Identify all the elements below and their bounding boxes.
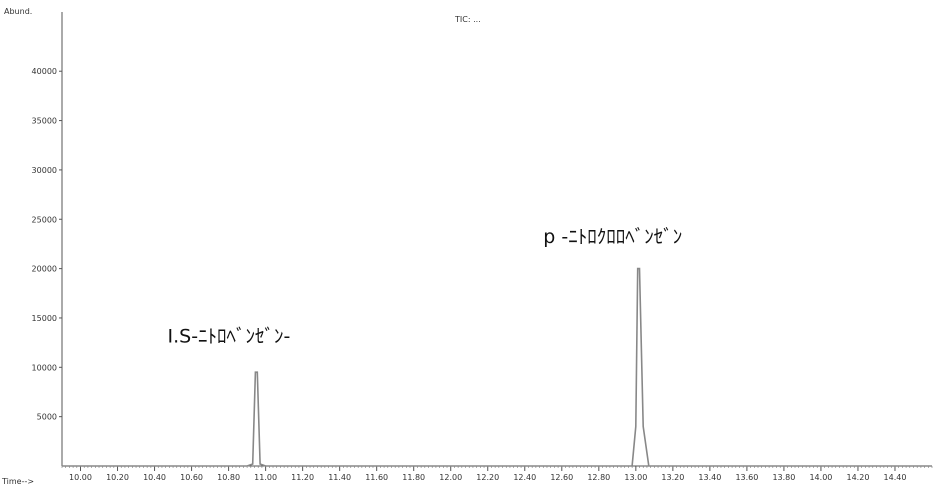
x-tick-label: 10.20 [106, 473, 129, 482]
annotation-layer: I.S-ﾆﾄﾛﾍﾞﾝｾﾞﾝ-p -ﾆﾄﾛｸﾛﾛﾍﾞﾝｾﾞﾝ [168, 226, 683, 348]
y-tick-label: 5000 [37, 413, 57, 422]
x-tick-label: 13.20 [661, 473, 684, 482]
x-tick-label: 14.40 [884, 473, 907, 482]
x-tick-label: 12.80 [587, 473, 610, 482]
x-tick-label: 11.80 [402, 473, 425, 482]
x-tick-label: 10.40 [143, 473, 166, 482]
series-layer [62, 267, 932, 467]
y-tick-label: 35000 [32, 117, 57, 126]
x-tick-label: 11.00 [254, 473, 277, 482]
plot-frame [61, 12, 932, 467]
x-tick-label: 11.40 [328, 473, 351, 482]
y-tick-label: 20000 [32, 265, 57, 274]
x-tick-label: 14.20 [847, 473, 870, 482]
x-tick-label: 12.00 [439, 473, 462, 482]
x-tick-label: 11.60 [365, 473, 388, 482]
peak-annotation: p -ﾆﾄﾛｸﾛﾛﾍﾞﾝｾﾞﾝ [543, 226, 682, 248]
y-tick-label: 30000 [32, 166, 57, 175]
x-tick-label: 13.60 [735, 473, 758, 482]
x-tick-label: 11.20 [291, 473, 314, 482]
x-tick-label: 13.80 [772, 473, 795, 482]
chart-title: TIC: ... [454, 15, 481, 24]
y-tick-label: 25000 [32, 215, 57, 224]
x-tick-label: 10.60 [180, 473, 203, 482]
y-axis-title: Abund. [4, 7, 32, 16]
x-axis-title: Time--> [1, 477, 34, 486]
x-tick-label: 10.00 [69, 473, 92, 482]
x-tick-label: 13.00 [624, 473, 647, 482]
x-tick-label: 12.40 [513, 473, 536, 482]
y-axis: 5000 10000 15000 20000 25000 30000 35000 40000 [32, 67, 62, 422]
peak-annotation: I.S-ﾆﾄﾛﾍﾞﾝｾﾞﾝ- [168, 326, 291, 348]
x-axis: 10.00 10.20 10.40 10.60 10.80 11.00 11.20 11.40… [61, 466, 933, 482]
x-tick-label: 10.80 [217, 473, 240, 482]
series-line [62, 267, 932, 467]
x-tick-label: 12.60 [550, 473, 573, 482]
x-tick-label: 13.40 [698, 473, 721, 482]
x-tick-label: 12.20 [476, 473, 499, 482]
y-tick-label: 40000 [32, 67, 57, 76]
y-tick-label: 10000 [32, 363, 57, 372]
x-tick-label: 14.00 [809, 473, 832, 482]
y-tick-label: 15000 [32, 314, 57, 323]
